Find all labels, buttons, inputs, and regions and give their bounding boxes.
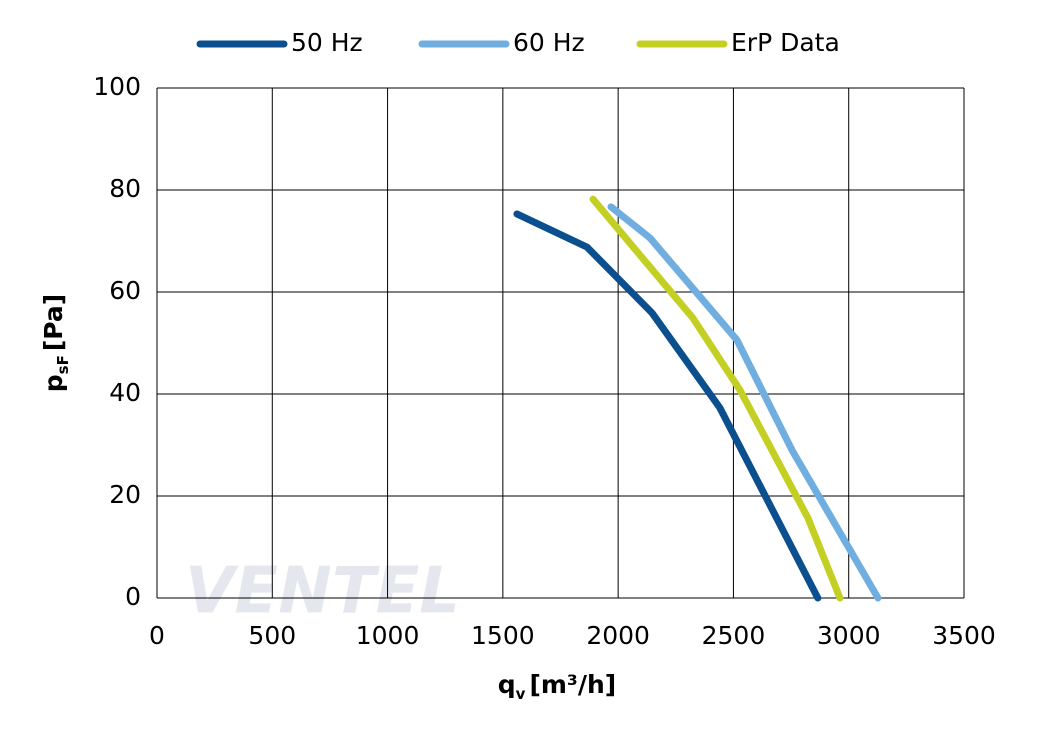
y-tick-label: 60 xyxy=(109,276,141,305)
axis-label-unit: [m³/h] xyxy=(529,670,616,699)
x-tick-label: 1000 xyxy=(356,621,420,650)
x-tick-label: 2000 xyxy=(586,621,650,650)
axis-label-unit: [Pa] xyxy=(39,294,68,351)
y-tick-label: 80 xyxy=(109,174,141,203)
y-tick-label: 40 xyxy=(109,378,141,407)
x-tick-label: 3500 xyxy=(932,621,996,650)
x-tick-label: 0 xyxy=(149,621,165,650)
y-tick-label: 20 xyxy=(109,480,141,509)
y-tick-label: 0 xyxy=(125,582,141,611)
y-tick-label: 100 xyxy=(93,72,141,101)
axis-label-main: p xyxy=(39,374,68,392)
legend-label: 50 Hz xyxy=(291,28,363,57)
axis-label-sub: sF xyxy=(54,355,72,374)
series-line xyxy=(589,195,844,602)
axis-label-sub: v xyxy=(516,685,526,703)
axis-label-main: q xyxy=(498,670,516,699)
y-label: psF [Pa] xyxy=(39,294,72,392)
x-tick-label: 1500 xyxy=(471,621,535,650)
x-tick-label: 3000 xyxy=(817,621,881,650)
watermark: VENTEL xyxy=(185,555,460,629)
series-line xyxy=(607,203,882,602)
legend-label: ErP Data xyxy=(731,28,840,57)
x-tick-label: 500 xyxy=(248,621,296,650)
legend-label: 60 Hz xyxy=(513,28,585,57)
series-line xyxy=(513,210,822,602)
x-label: qv [m³/h] xyxy=(498,670,616,703)
x-tick-label: 2500 xyxy=(702,621,766,650)
